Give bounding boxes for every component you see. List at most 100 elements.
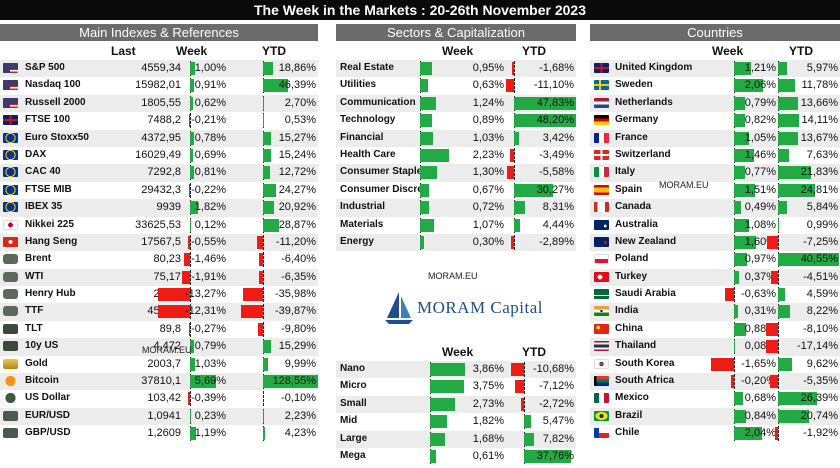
- index-row: FTSE MIB 29432,3 -0,22% 24,27%: [0, 182, 318, 199]
- week-value: -12,31%: [185, 305, 226, 318]
- ytd-value: 5,84%: [806, 201, 838, 214]
- chile-flag-icon: [594, 428, 609, 439]
- week-value: 0,79%: [194, 340, 226, 353]
- week-value: 0,91%: [194, 79, 226, 92]
- week-bar: [187, 235, 191, 249]
- last-value: 1,2609: [147, 427, 181, 440]
- ytd-bar: [524, 415, 532, 429]
- southkorea-flag-icon: [594, 358, 609, 369]
- week-bar: [733, 253, 748, 267]
- cap-row: Nano 3,86% -10,68%: [336, 361, 576, 379]
- row-name: Russell 2000: [25, 96, 86, 108]
- ytd-bar: [766, 340, 778, 354]
- poland-flag-icon: [594, 254, 609, 265]
- row-name: CAC 40: [25, 166, 61, 178]
- col-week: Week: [442, 345, 474, 359]
- ytd-value: 30,27%: [536, 183, 574, 196]
- ytd-bar: [777, 201, 787, 215]
- ytd-bar-cell: 128,55%: [232, 374, 318, 390]
- week-value: 0,30%: [472, 235, 504, 248]
- ytd-value: 5,47%: [542, 415, 574, 428]
- country-row: Mexico 0,68% 26,39%: [590, 390, 840, 407]
- ytd-value: 24,27%: [278, 183, 316, 196]
- week-bar: [430, 380, 465, 394]
- saudiarabia-flag-icon: [594, 289, 609, 300]
- japan-flag-icon: [3, 219, 18, 230]
- week-bar-cell: 0,61%: [420, 448, 506, 464]
- week-bar-cell: 1,30%: [420, 165, 506, 181]
- week-bar: [190, 201, 199, 215]
- week-bar: [190, 218, 191, 232]
- week-bar: [733, 183, 756, 197]
- col-ytd: YTD: [789, 44, 813, 58]
- watermark-text: MORAM.EU: [428, 271, 478, 281]
- row-name: Australia: [615, 218, 658, 230]
- week-bar-cell: 0,82%: [702, 113, 778, 129]
- week-bar-cell: 0,30%: [420, 234, 506, 250]
- ytd-value: 24,81%: [800, 183, 838, 196]
- week-bar: [420, 131, 434, 145]
- australia-flag-icon: [594, 219, 609, 230]
- week-value: -0,55%: [191, 235, 226, 248]
- row-name: GBP/USD: [25, 427, 71, 439]
- week-value: 1,08%: [744, 218, 776, 231]
- china-flag-icon: [594, 323, 609, 334]
- ytd-bar-cell: 7,63%: [766, 147, 840, 163]
- week-bar-cell: 2,73%: [420, 396, 506, 412]
- ytd-value: 7,82%: [542, 432, 574, 445]
- zero-axis: [777, 234, 779, 250]
- thailand-flag-icon: [594, 341, 609, 352]
- ytd-bar-cell: 24,27%: [232, 182, 318, 198]
- week-bar: [733, 79, 763, 93]
- ytd-value: -11,20%: [275, 235, 316, 248]
- index-row: Hang Seng 17567,5 -0,55% -11,20%: [0, 233, 318, 252]
- zero-axis: [514, 165, 516, 181]
- ytd-bar: [257, 322, 263, 336]
- week-bar: [725, 288, 734, 302]
- ytd-bar-cell: -5,58%: [506, 165, 576, 181]
- week-value: 0,61%: [472, 449, 504, 462]
- last-value: 16029,49: [135, 148, 181, 161]
- col-ytd: YTD: [522, 44, 546, 58]
- week-bar: [420, 166, 437, 180]
- ytd-bar-cell: -2,89%: [506, 234, 576, 250]
- zero-axis: [777, 426, 779, 442]
- week-bar-cell: 0,81%: [158, 165, 228, 181]
- ytd-value: -6,40%: [281, 253, 316, 266]
- week-bar: [733, 166, 745, 180]
- ytd-bar: [262, 96, 265, 110]
- ytd-bar-cell: 20,92%: [232, 200, 318, 216]
- sailboat-icon: [385, 292, 413, 324]
- hongkong-flag-icon: [3, 236, 18, 247]
- last-value: 7292,8: [147, 166, 181, 179]
- week-bar: [420, 62, 433, 75]
- last-value: 37810,1: [141, 375, 181, 388]
- ytd-value: 9,99%: [284, 357, 316, 370]
- week-bar: [430, 415, 447, 429]
- ytd-value: 0,53%: [284, 114, 316, 127]
- ytd-bar: [777, 305, 791, 319]
- country-row: Germany 0,82% 14,11%: [590, 112, 840, 129]
- week-value: 1,00%: [194, 62, 226, 74]
- week-bar-cell: 0,68%: [702, 391, 778, 407]
- week-bar: [190, 409, 192, 423]
- brazil-flag-icon: [594, 410, 609, 421]
- sector-row: Consumer Discre 0,67% 30,27%: [336, 182, 576, 199]
- page-title: The Week in the Markets : 20-26th Novemb…: [0, 0, 840, 20]
- week-value: 3,86%: [472, 363, 504, 375]
- zero-axis: [190, 113, 192, 129]
- country-row: Chile 2,04% -1,92%: [590, 425, 840, 442]
- ytd-bar: [777, 62, 787, 75]
- country-row: South Africa -0,20% -5,35%: [590, 373, 840, 391]
- ytd-bar-cell: 0,99%: [766, 217, 840, 233]
- ytd-bar-cell: 11,78%: [766, 78, 840, 94]
- country-row: France 1,05% 13,67%: [590, 129, 840, 147]
- zero-axis: [190, 234, 192, 250]
- watermark-text: MORAM.EU: [659, 180, 709, 190]
- sector-row: Materials 1,07% 4,44%: [336, 217, 576, 234]
- week-bar: [190, 340, 194, 354]
- country-row: Turkey 0,37% -4,51%: [590, 268, 840, 287]
- week-value: -0,63%: [741, 288, 776, 301]
- indexes-panel: Main Indexes & References Last Week YTD …: [0, 24, 318, 443]
- row-name: Utilities: [340, 79, 377, 91]
